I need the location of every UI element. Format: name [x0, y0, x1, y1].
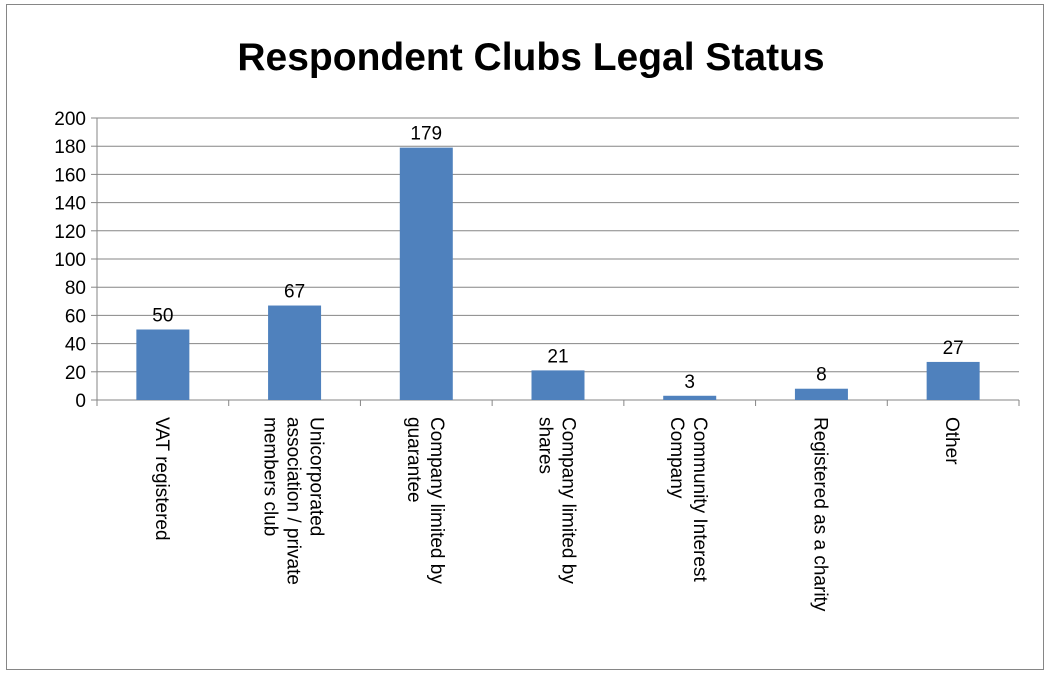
- category-label-group: VAT registered: [151, 417, 172, 541]
- bar: [399, 147, 453, 400]
- category-label: Other: [941, 417, 962, 465]
- y-tick-label: 40: [65, 335, 86, 356]
- data-label: 27: [943, 338, 964, 359]
- y-tick-label: 120: [54, 222, 86, 243]
- category-label: Community Interest: [689, 417, 710, 582]
- category-label: Company limited by: [558, 417, 579, 584]
- category-label: guarantee: [403, 417, 424, 503]
- category-label: members club: [260, 417, 281, 536]
- category-label-group: Other: [941, 417, 962, 465]
- y-tick-label: 0: [75, 391, 86, 412]
- bars: [136, 147, 980, 400]
- category-label: Unicorporated: [306, 417, 327, 536]
- data-label: 179: [410, 124, 442, 145]
- category-label: Company: [666, 417, 687, 499]
- data-label: 3: [684, 372, 695, 393]
- category-label-group: Registered as a charity: [809, 417, 830, 612]
- y-tick-label: 20: [65, 363, 86, 384]
- y-tick-label: 60: [65, 306, 86, 327]
- data-label: 21: [547, 346, 568, 367]
- category-label: association / private: [283, 417, 304, 585]
- category-label: VAT registered: [151, 417, 172, 541]
- axes: 0 20 40 60 80 100 120 140 160 180 200: [54, 109, 1020, 412]
- bar: [268, 305, 322, 400]
- bar: [663, 395, 717, 400]
- bar: [531, 370, 585, 400]
- y-tick-label: 100: [54, 250, 86, 271]
- category-label: shares: [535, 417, 556, 474]
- y-tick-label: 140: [54, 194, 86, 215]
- data-labels: 50 67 179 21 3 8 27: [152, 124, 963, 393]
- bar: [926, 361, 980, 400]
- y-tick-label: 160: [54, 165, 86, 186]
- data-label: 67: [284, 282, 305, 303]
- category-label: Company limited by: [426, 417, 447, 584]
- bar: [136, 329, 190, 400]
- bar: [794, 388, 848, 400]
- category-label: Registered as a charity: [809, 417, 830, 612]
- y-tick-label: 80: [65, 278, 86, 299]
- data-label: 50: [152, 306, 173, 327]
- y-tick-label: 200: [54, 109, 86, 130]
- gridlines: [97, 117, 1019, 373]
- chart-title: Respondent Clubs Legal Status: [237, 36, 824, 79]
- y-tick-label: 180: [54, 137, 86, 158]
- data-label: 8: [816, 365, 827, 386]
